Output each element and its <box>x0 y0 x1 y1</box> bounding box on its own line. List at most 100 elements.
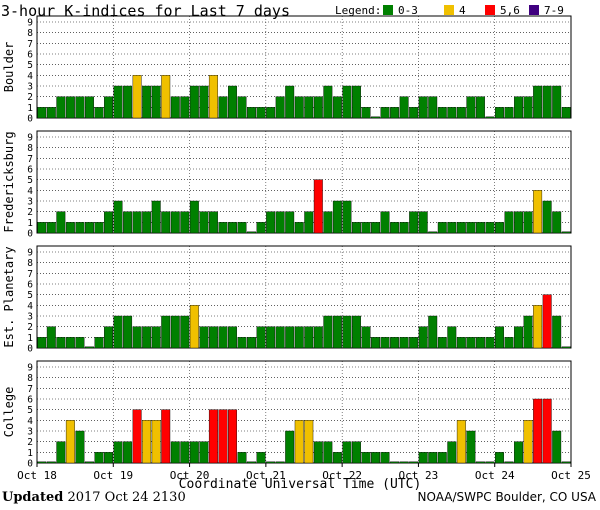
y-tick-label: 8 <box>27 258 33 269</box>
y-tick-label: 7 <box>27 384 33 395</box>
k-index-bar <box>189 85 199 119</box>
k-index-bar <box>351 441 361 464</box>
k-index-bar <box>84 461 94 464</box>
y-tick-label: 5 <box>27 60 33 71</box>
k-index-bar <box>56 337 66 349</box>
k-index-bar <box>342 441 352 464</box>
y-tick-label: 5 <box>27 405 33 416</box>
k-index-bar <box>371 222 380 234</box>
k-index-bar <box>65 420 75 464</box>
k-index-bar <box>161 211 171 234</box>
k-index-bar <box>552 315 562 349</box>
k-index-bar <box>456 337 466 349</box>
k-index-bar <box>123 211 133 234</box>
k-index-bar <box>37 222 47 234</box>
k-index-bar <box>313 441 323 464</box>
legend-entry: 0-3 <box>398 4 418 17</box>
k-index-bar <box>304 211 314 234</box>
k-index-bar <box>399 96 409 119</box>
k-index-bar <box>123 441 133 464</box>
panel-frame <box>36 360 572 464</box>
k-index-bar <box>485 337 495 349</box>
k-index-bar <box>247 107 257 119</box>
k-index-bar <box>237 337 247 349</box>
k-index-bar <box>371 337 380 349</box>
k-index-bar <box>399 222 409 234</box>
k-index-bar <box>218 222 228 234</box>
k-index-bar <box>199 85 209 119</box>
x-tick-label: Oct 21 <box>246 469 286 482</box>
k-index-bar <box>285 85 295 119</box>
k-index-bar <box>361 452 371 464</box>
k-index-bar <box>199 211 209 234</box>
panel-label: College <box>2 387 16 438</box>
k-index-bar <box>113 85 123 119</box>
y-tick-label: 5 <box>27 290 33 301</box>
updated-label: Updated <box>2 490 64 505</box>
x-tick-label: Oct 25 <box>551 469 591 482</box>
k-index-bar <box>475 96 485 119</box>
k-index-bar <box>275 461 285 464</box>
y-tick-label: 2 <box>27 92 33 103</box>
k-index-bar <box>256 452 266 464</box>
k-index-bar <box>390 107 400 119</box>
k-index-bar <box>313 96 323 119</box>
k-index-bar <box>180 441 190 464</box>
k-index-bar <box>380 211 390 234</box>
k-index-bar <box>418 211 428 234</box>
k-index-bar <box>189 305 199 349</box>
y-tick-label: 9 <box>27 248 33 259</box>
k-index-bar <box>132 211 142 234</box>
k-index-bar <box>390 222 400 234</box>
updated-value: 2017 Oct 24 2130 <box>67 490 186 505</box>
k-index-bar <box>170 96 180 119</box>
k-index-bar <box>228 85 237 119</box>
k-index-bar <box>437 107 447 119</box>
k-index-bar <box>161 409 171 464</box>
k-index-bar <box>504 107 514 119</box>
k-index-bar <box>37 461 47 464</box>
k-index-bar <box>189 200 199 234</box>
k-index-bar <box>428 315 438 349</box>
k-index-bar <box>399 461 409 464</box>
k-index-bar <box>208 326 218 349</box>
k-index-bar <box>542 200 552 234</box>
k-index-bar <box>361 222 371 234</box>
k-index-bar <box>323 85 333 119</box>
k-index-bar <box>485 222 495 234</box>
panels: 0123456789Boulder0123456789Fredericksbur… <box>2 15 572 470</box>
k-index-bar <box>361 326 371 349</box>
k-index-bar <box>65 222 75 234</box>
k-index-bar <box>84 346 94 349</box>
k-index-bar <box>523 96 533 119</box>
k-index-bar <box>371 452 380 464</box>
k-index-bar <box>409 461 419 464</box>
k-index-bar <box>266 326 276 349</box>
k-index-bar <box>199 441 209 464</box>
k-index-bar <box>132 409 142 464</box>
k-index-bar <box>466 337 476 349</box>
k-index-bar <box>533 85 543 119</box>
y-tick-label: 0 <box>27 229 33 240</box>
k-index-bar <box>485 461 495 464</box>
k-index-bar <box>84 222 94 234</box>
k-index-bar <box>437 222 447 234</box>
k-index-bar <box>256 222 266 234</box>
k-index-bar <box>180 96 190 119</box>
k-index-bar <box>275 211 285 234</box>
k-index-bar <box>456 420 466 464</box>
k-index-bar <box>304 96 314 119</box>
k-index-bar <box>514 326 524 349</box>
k-index-bar <box>523 211 533 234</box>
k-index-bar <box>495 326 504 349</box>
k-index-bar <box>514 211 524 234</box>
panel-label: Est. Planetary <box>2 246 16 347</box>
k-index-bar <box>75 337 85 349</box>
k-index-bar <box>56 441 66 464</box>
y-tick-label: 8 <box>27 373 33 384</box>
k-index-bar <box>304 420 314 464</box>
k-index-bar <box>228 222 237 234</box>
